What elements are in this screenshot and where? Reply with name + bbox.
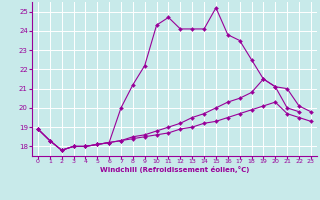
X-axis label: Windchill (Refroidissement éolien,°C): Windchill (Refroidissement éolien,°C) bbox=[100, 166, 249, 173]
